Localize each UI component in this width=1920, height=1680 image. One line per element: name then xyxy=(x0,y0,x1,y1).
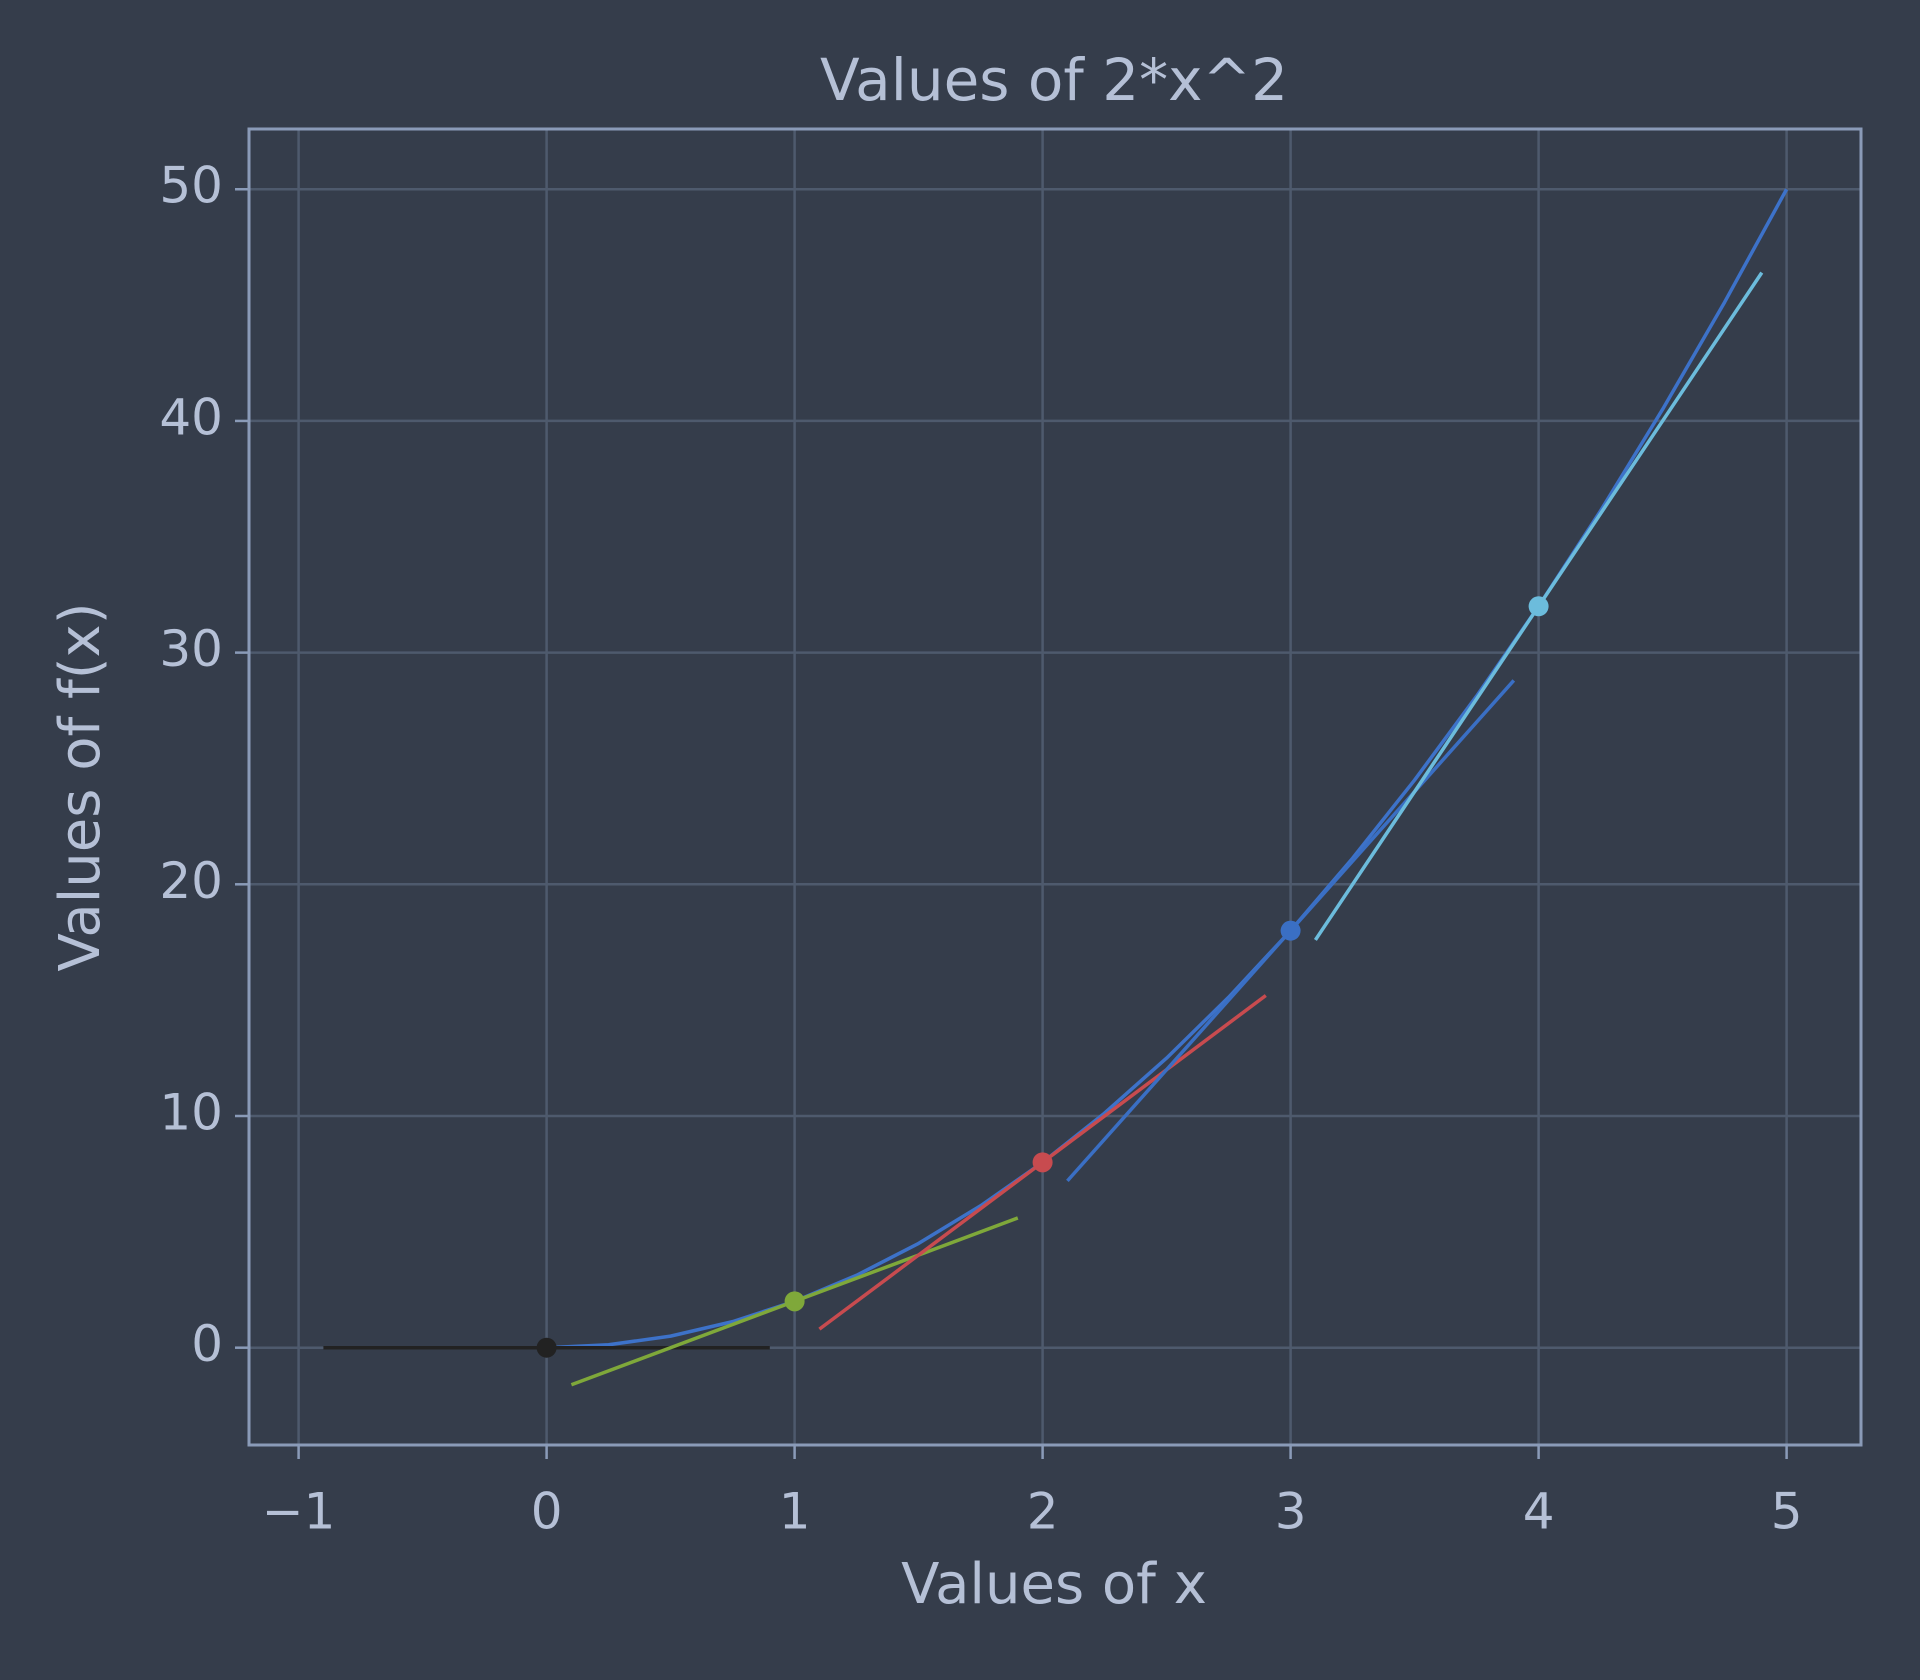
x-tick-label: 1 xyxy=(779,1483,811,1541)
y-tick-label: 10 xyxy=(159,1084,223,1142)
x-tick-label: 3 xyxy=(1275,1483,1307,1541)
x-axis-label: Values of x xyxy=(901,1552,1207,1617)
x-tick-label: 4 xyxy=(1523,1483,1555,1541)
x-tick-label: 2 xyxy=(1027,1483,1059,1541)
chart-title: Values of 2*x^2 xyxy=(820,46,1288,114)
y-tick-label: 40 xyxy=(159,388,223,446)
x-tick-label: −1 xyxy=(262,1483,336,1541)
point-marker xyxy=(1032,1152,1053,1173)
point-marker xyxy=(1528,596,1549,617)
y-tick-label: 20 xyxy=(159,852,223,910)
plot-frame xyxy=(247,127,1863,1447)
x-tick-label: 5 xyxy=(1771,1483,1803,1541)
x-tick-label: 0 xyxy=(531,1483,563,1541)
y-tick-label: 0 xyxy=(191,1315,223,1373)
point-marker xyxy=(1280,920,1301,941)
y-axis-label: Values of f(x) xyxy=(48,602,113,971)
point-marker xyxy=(536,1337,557,1358)
point-marker xyxy=(784,1291,805,1312)
y-tick-label: 30 xyxy=(159,620,223,678)
y-tick-label: 50 xyxy=(159,157,223,215)
